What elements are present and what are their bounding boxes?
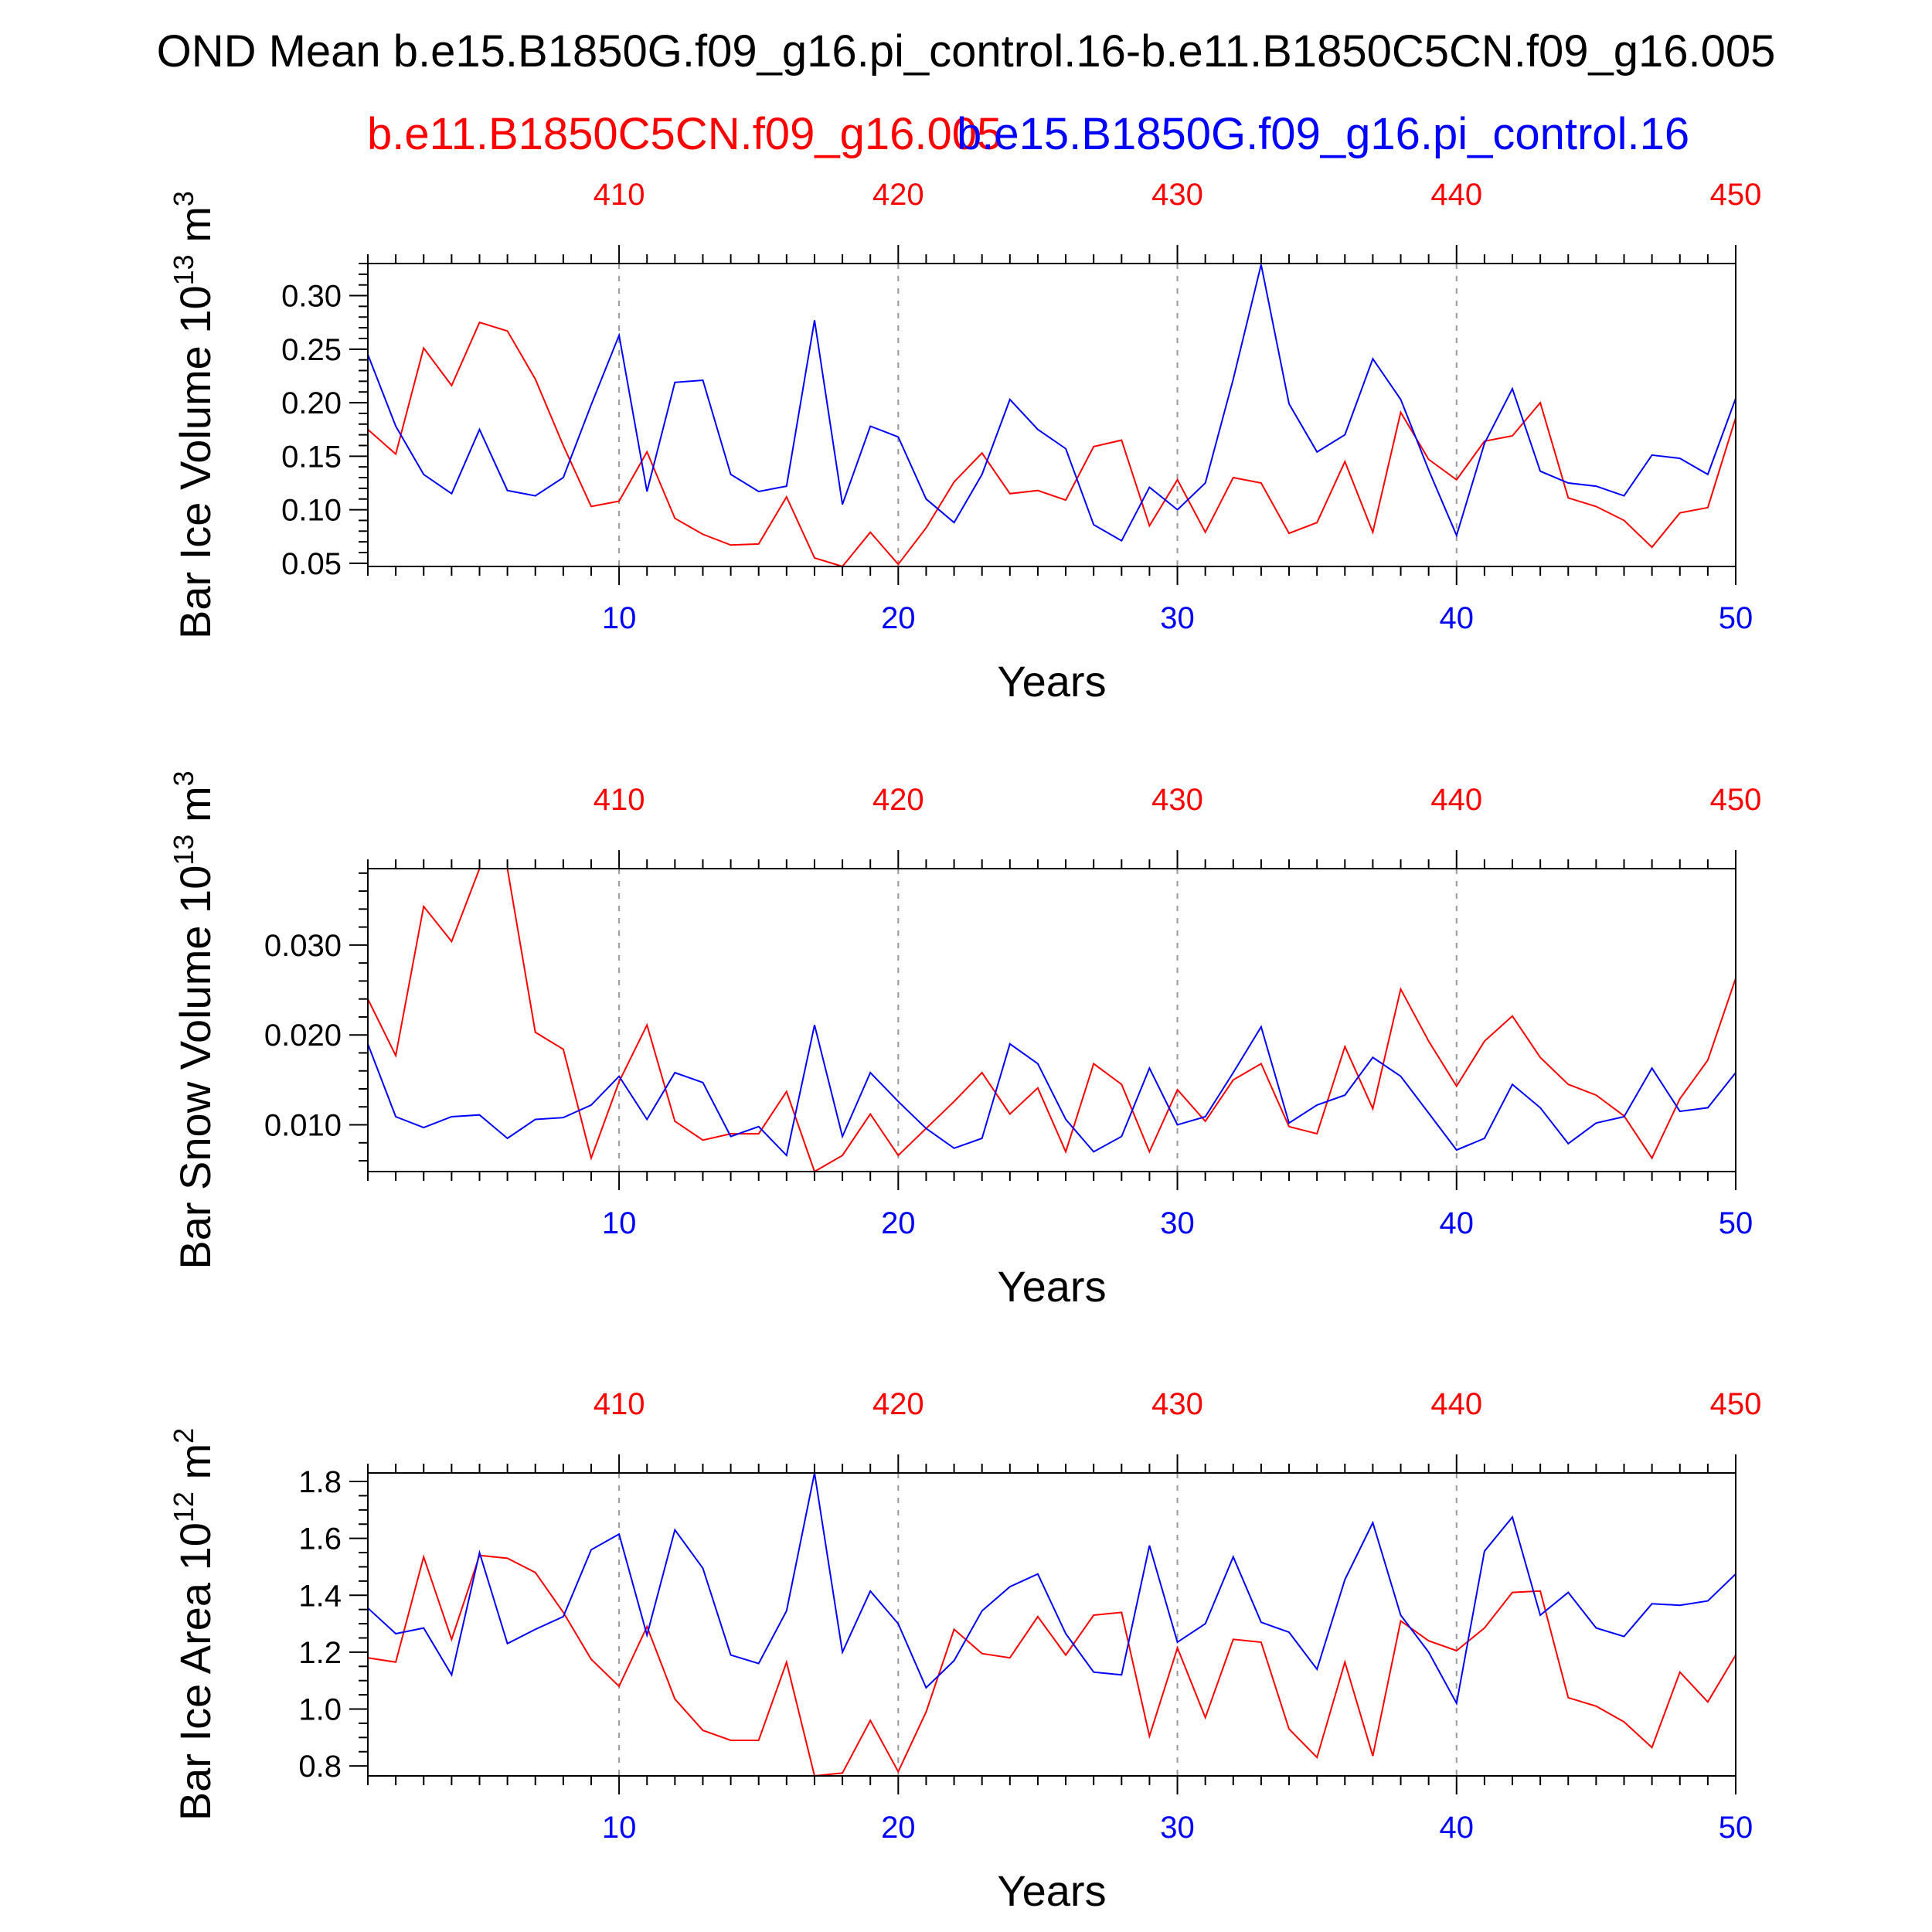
x-tick-label-bottom: 40 [1440,1811,1475,1845]
y-axis-label: Bar Ice Volume 1013 m3 [168,191,219,639]
y-tick-label: 1.0 [298,1693,342,1727]
y-tick-label: 0.05 [281,547,342,581]
x-tick-label-top: 410 [594,178,645,212]
x-tick-label-bottom: 50 [1719,1206,1753,1240]
chart-panel-1: 0.05 0.10 0.15 0.20 0.25 0.30 10 20 30 40 50 410 420… [168,178,1761,706]
x-tick-label-top: 450 [1710,783,1762,817]
x-tick-label-bottom: 30 [1160,1811,1195,1845]
series-line-blue [368,264,1736,543]
plot-frame [367,868,1736,1172]
x-tick-label-top: 420 [872,1387,924,1421]
y-axis-label: Bar Snow Volume 1013 m3 [168,770,219,1269]
y-axis-label: Bar Ice Area 1012 m2 [168,1428,219,1821]
chart-panel-3: 0.8 1.0 1.2 1.4 1.6 1.8 10 20 30 40 50 410 420 430 440… [168,1387,1761,1915]
y-tick-label: 0.30 [281,280,342,314]
y-tick-label: 0.010 [264,1109,342,1143]
x-tick-label-top: 430 [1151,783,1203,817]
x-tick-label-bottom: 30 [1160,601,1195,635]
x-tick-label-bottom: 30 [1160,1206,1195,1240]
series-line-blue [368,1025,1736,1158]
y-tick-label: 0.10 [281,494,342,528]
series-line-blue [368,1473,1736,1706]
y-tick-label: 0.20 [281,386,342,420]
x-tick-label-top: 450 [1710,1387,1762,1421]
series-line-red [368,321,1736,566]
x-tick-label-bottom: 20 [881,1811,916,1845]
x-tick-label-top: 420 [872,178,924,212]
x-tick-label-top: 440 [1430,783,1482,817]
x-tick-label-bottom: 10 [602,1811,637,1845]
chart-panels: 0.05 0.10 0.15 0.20 0.25 0.30 10 20 30 40 50 410 420… [168,178,1761,1915]
x-axis-label: Years [997,657,1106,706]
x-tick-label-bottom: 50 [1719,1811,1753,1845]
x-tick-label-bottom: 40 [1440,601,1475,635]
y-tick-label: 0.030 [264,929,342,963]
series-line-red [368,1554,1736,1776]
x-axis-label: Years [997,1866,1106,1915]
series-line-red [368,869,1736,1172]
chart-subtitle-blue: b.e15.B1850G.f09_g16.pi_control.16 [957,109,1689,159]
x-tick-label-top: 440 [1430,1387,1482,1421]
x-axis-label: Years [997,1262,1106,1311]
y-tick-label: 0.020 [264,1019,342,1053]
y-tick-label: 0.15 [281,440,342,474]
chart-subtitle-red: b.e11.B1850C5CN.f09_g16.005 [367,109,1002,159]
x-tick-label-top: 430 [1151,1387,1203,1421]
x-tick-label-bottom: 40 [1440,1206,1475,1240]
y-tick-label: 0.25 [281,333,342,367]
plot-frame [367,1472,1736,1777]
x-tick-label-top: 430 [1151,178,1203,212]
chart-title: OND Mean b.e15.B1850G.f09_g16.pi_control… [157,26,1776,77]
x-tick-label-top: 420 [872,783,924,817]
x-tick-label-top: 440 [1430,178,1482,212]
y-tick-label: 0.8 [298,1750,342,1784]
x-tick-label-bottom: 50 [1719,601,1753,635]
y-tick-label: 1.2 [298,1636,342,1670]
y-tick-label: 1.8 [298,1465,342,1499]
x-tick-label-bottom: 10 [602,601,637,635]
x-tick-label-bottom: 10 [602,1206,637,1240]
chart-panel-2: 0.010 0.020 0.030 10 20 30 40 50 410 420 430 440 450… [168,770,1761,1311]
plot-frame [367,263,1736,567]
y-tick-label: 1.4 [298,1579,342,1613]
x-tick-label-top: 410 [594,1387,645,1421]
x-tick-label-top: 410 [594,783,645,817]
x-tick-label-bottom: 20 [881,601,916,635]
x-tick-label-bottom: 20 [881,1206,916,1240]
y-tick-label: 1.6 [298,1522,342,1556]
x-tick-label-top: 450 [1710,178,1762,212]
